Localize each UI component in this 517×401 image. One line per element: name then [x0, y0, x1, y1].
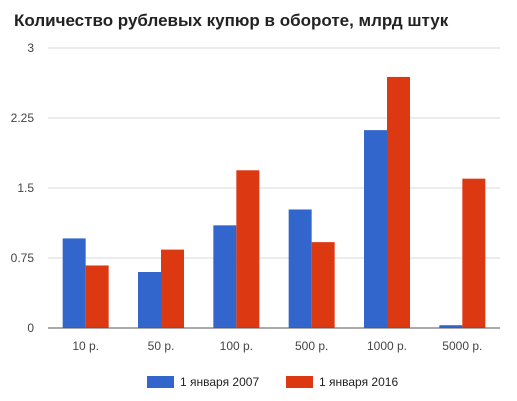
- y-tick-label: 2.25: [11, 111, 35, 125]
- bar-2016: [311, 242, 335, 328]
- x-tick-label: 10 р.: [72, 339, 99, 353]
- legend-label: 1 января 2007: [180, 375, 259, 389]
- legend-label: 1 января 2016: [319, 375, 398, 389]
- chart-title: Количество рублевых купюр в обороте, млр…: [14, 11, 449, 30]
- legend: 1 января 2007 1 января 2016: [147, 375, 398, 389]
- bar-2016: [462, 178, 486, 328]
- bars: [62, 76, 486, 328]
- x-tick-label: 5000 р.: [442, 339, 482, 353]
- bar-2007: [364, 130, 387, 328]
- gridlines: [48, 47, 500, 259]
- bar-2016: [85, 265, 109, 328]
- bar-2007: [288, 209, 312, 328]
- y-tick-label: 0.75: [11, 251, 35, 265]
- x-tick-label: 500 р.: [295, 339, 328, 353]
- legend-swatch: [286, 376, 313, 388]
- x-axis-ticks: 10 р. 50 р. 100 р. 500 р. 1000 р. 5000 р.: [72, 339, 482, 353]
- bar-2016: [161, 249, 184, 328]
- bar-2016: [387, 76, 410, 328]
- y-tick-label: 0: [27, 321, 34, 335]
- bar-2007: [213, 225, 237, 328]
- x-tick-label: 1000 р.: [367, 339, 407, 353]
- bar-2007: [138, 272, 161, 328]
- bar-2007: [439, 325, 463, 328]
- bar-2007: [62, 238, 86, 328]
- x-tick-label: 100 р.: [220, 339, 253, 353]
- y-axis-ticks: 0 0.75 1.5 2.25 3: [11, 41, 35, 335]
- bar-2016: [236, 170, 260, 328]
- y-tick-label: 3: [27, 41, 34, 55]
- y-tick-label: 1.5: [17, 181, 34, 195]
- legend-swatch: [147, 376, 174, 388]
- x-tick-label: 50 р.: [148, 339, 175, 353]
